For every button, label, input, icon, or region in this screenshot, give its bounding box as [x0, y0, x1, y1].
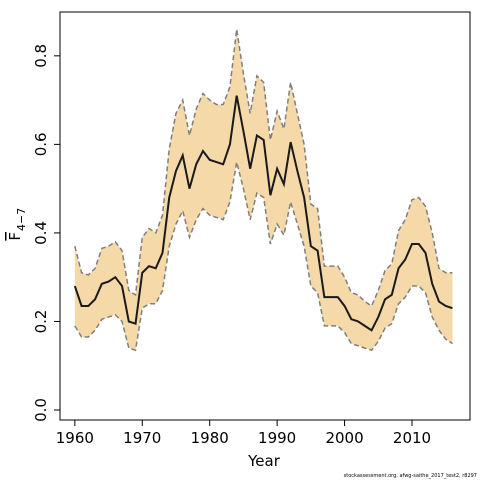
- x-axis-label: Year: [247, 452, 281, 470]
- footnote: stockassessment.org, afwg-saithe_2017_te…: [344, 473, 477, 479]
- y-tick-label: 0.2: [32, 310, 50, 334]
- upper-bound-line: [74, 29, 453, 308]
- y-axis-label: F: [6, 232, 24, 241]
- y-tick-label: 0.6: [32, 132, 50, 156]
- lower-bound-line: [74, 161, 453, 352]
- y-axis-label-group: F 4−7: [6, 208, 28, 241]
- plot-frame: [59, 11, 471, 421]
- x-tick-label: 2010: [393, 429, 431, 447]
- x-tick-label: 1980: [191, 429, 229, 447]
- x-tick-label: 1970: [123, 429, 161, 447]
- y-axis-label-subscript: 4−7: [15, 208, 28, 231]
- estimate-line: [73, 95, 453, 332]
- y-tick-label: 0.4: [32, 221, 50, 245]
- y-tick-label: 0.8: [32, 44, 50, 68]
- confidence-band: [74, 29, 453, 351]
- x-tick-label: 1960: [56, 429, 94, 447]
- x-tick-label: 2000: [325, 429, 363, 447]
- y-tick-label: 0.0: [32, 398, 50, 422]
- x-tick-label: 1990: [258, 429, 296, 447]
